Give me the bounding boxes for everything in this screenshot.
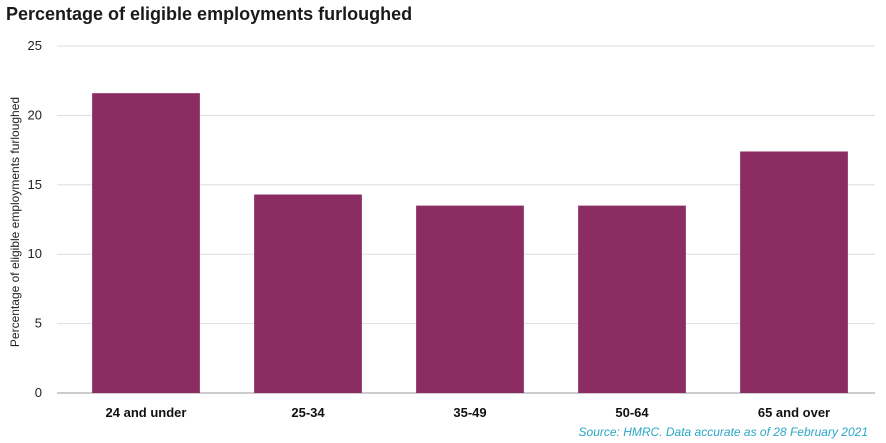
y-tick-label: 0 (35, 385, 42, 400)
chart-title: Percentage of eligible employments furlo… (6, 4, 413, 24)
x-category-label: 25-34 (291, 405, 325, 420)
bar (92, 93, 200, 393)
x-category-label: 24 and under (106, 405, 187, 420)
bar (740, 151, 848, 393)
bar (578, 205, 686, 393)
x-category-label: 50-64 (615, 405, 649, 420)
y-axis-label: Percentage of eligible employments furlo… (8, 97, 22, 347)
x-category-label: 65 and over (758, 405, 830, 420)
y-tick-label: 10 (28, 246, 42, 261)
bars (92, 93, 848, 393)
bar (416, 205, 524, 393)
source-note: Source: HMRC. Data accurate as of 28 Feb… (578, 425, 868, 439)
x-category-label: 35-49 (453, 405, 486, 420)
x-axis-categories: 24 and under 25-34 35-49 50-64 65 and over (106, 405, 831, 420)
y-tick-label: 25 (28, 38, 42, 53)
y-tick-label: 20 (28, 107, 42, 122)
y-tick-label: 5 (35, 316, 42, 331)
y-tick-label: 15 (28, 177, 42, 192)
bar (254, 194, 362, 393)
y-axis-ticks: 0 5 10 15 20 25 (28, 38, 42, 400)
